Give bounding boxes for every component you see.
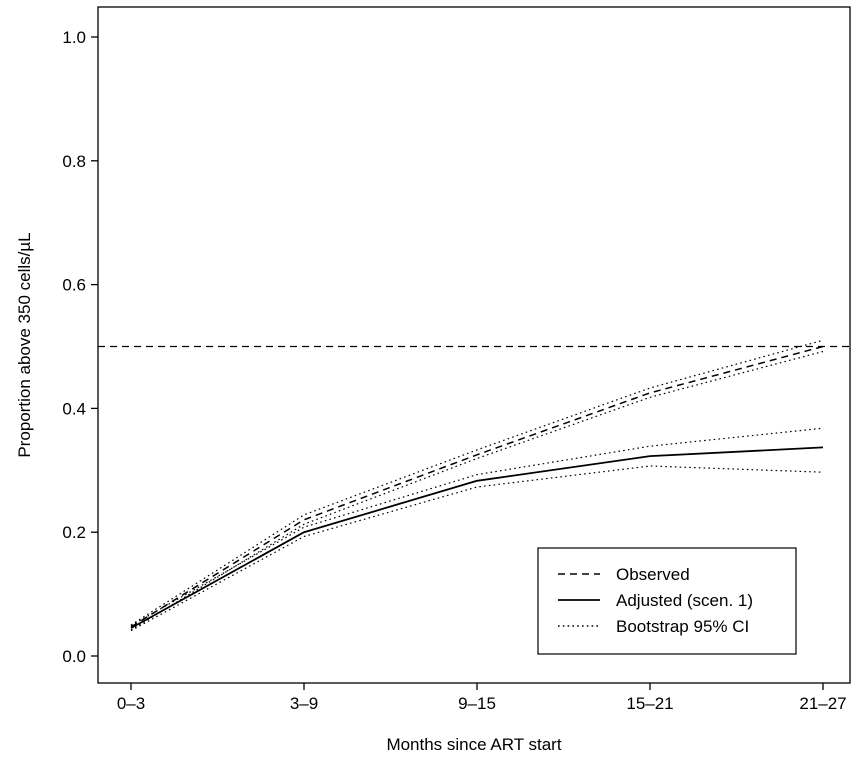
ci-band-2-upper-line bbox=[130, 427, 824, 627]
y-tick-label: 0.8 bbox=[62, 152, 86, 171]
y-tick-label: 0.2 bbox=[62, 523, 86, 542]
y-tick-label: 0.0 bbox=[62, 647, 86, 666]
x-tick-label: 3–9 bbox=[290, 694, 318, 713]
series-line-adjusted-scen-1 bbox=[130, 446, 824, 629]
plot-frame bbox=[97, 6, 851, 684]
y-tick-label: 0.6 bbox=[62, 276, 86, 295]
y-tick-label: 0.4 bbox=[62, 399, 86, 418]
ci-band-1-lower-line bbox=[130, 350, 824, 631]
x-tick-label: 21–27 bbox=[799, 694, 846, 713]
axes-layer: 0.0 0.2 0.4 0.6 0.8 1.0 0–3 3–9 9–15 15–21 21–27 Mo… bbox=[15, 6, 851, 754]
y-tick-label: 1.0 bbox=[62, 28, 86, 47]
legend-label: Observed bbox=[616, 565, 690, 584]
x-tick-label: 9–15 bbox=[458, 694, 496, 713]
legend-label: Bootstrap 95% CI bbox=[616, 617, 749, 636]
legend-label: Adjusted (scen. 1) bbox=[616, 591, 753, 610]
legend-box bbox=[537, 547, 797, 655]
series-line-observed bbox=[130, 345, 824, 628]
x-tick-label: 0–3 bbox=[117, 694, 145, 713]
ci-band-1-upper-line bbox=[130, 339, 824, 626]
y-axis-title: Proportion above 350 cells/µL bbox=[15, 232, 34, 457]
legend: Observed Adjusted (scen. 1) Bootstrap 95% … bbox=[537, 547, 797, 655]
x-tick-label: 15–21 bbox=[626, 694, 673, 713]
x-axis-title: Months since ART start bbox=[386, 735, 561, 754]
series-layer bbox=[98, 339, 850, 632]
